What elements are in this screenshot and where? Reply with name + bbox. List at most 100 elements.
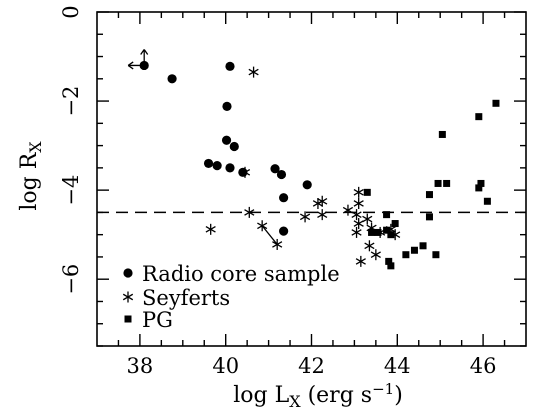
square-marker bbox=[419, 242, 427, 250]
square-marker bbox=[391, 220, 399, 228]
square-marker bbox=[425, 191, 433, 199]
y-tick-label: −4 bbox=[59, 175, 83, 206]
asterisk-stroke bbox=[353, 189, 364, 196]
axis-ticks: 38 40 42 44 46 0 −2 −4 −6 bbox=[59, 5, 526, 378]
circle-marker bbox=[203, 158, 214, 169]
connector-line bbox=[261, 225, 278, 245]
y-tick-label: 0 bbox=[59, 5, 83, 18]
x-tick-label: 44 bbox=[384, 354, 411, 378]
square-marker bbox=[443, 179, 451, 187]
asterisk-marker bbox=[353, 197, 364, 209]
square-marker bbox=[432, 251, 440, 259]
asterisk-stroke bbox=[239, 169, 251, 176]
legend-item: Seyferts bbox=[122, 286, 230, 310]
square-marker bbox=[383, 226, 391, 234]
asterisk-stroke bbox=[244, 209, 255, 216]
square-marker bbox=[363, 188, 371, 196]
square-marker bbox=[383, 211, 391, 219]
square-marker bbox=[475, 184, 483, 192]
asterisk-marker bbox=[317, 209, 328, 221]
square-marker bbox=[387, 262, 395, 270]
asterisk-stroke bbox=[317, 197, 328, 205]
legend-item: Radio core sample bbox=[123, 262, 340, 286]
y-tick-label: −2 bbox=[59, 86, 83, 117]
asterisk-stroke bbox=[342, 206, 354, 214]
asterisk-marker bbox=[353, 186, 364, 198]
asterisk-marker bbox=[353, 218, 364, 230]
asterisk-stroke bbox=[355, 258, 366, 265]
asterisk-marker bbox=[299, 211, 311, 223]
asterisk-marker bbox=[317, 195, 328, 207]
series-seyferts bbox=[205, 66, 401, 267]
circle-marker bbox=[279, 193, 289, 203]
x-tick-label: 42 bbox=[298, 354, 325, 378]
asterisk-stroke bbox=[257, 222, 268, 230]
series-pg bbox=[363, 99, 500, 270]
square-marker bbox=[124, 315, 132, 323]
y-tick-label: −6 bbox=[59, 264, 83, 295]
circle-marker bbox=[302, 180, 312, 190]
square-marker bbox=[492, 99, 500, 107]
link-layer bbox=[261, 225, 278, 245]
square-marker bbox=[438, 130, 446, 138]
y-axis-label: log RX bbox=[17, 141, 45, 211]
asterisk-marker bbox=[122, 291, 134, 303]
asterisk-marker bbox=[364, 240, 375, 252]
asterisk-marker bbox=[248, 66, 259, 78]
asterisk-stroke bbox=[248, 68, 259, 76]
circle-marker bbox=[225, 163, 235, 173]
asterisk-stroke bbox=[351, 211, 362, 218]
square-marker bbox=[477, 179, 485, 187]
circle-marker bbox=[167, 74, 177, 84]
square-marker bbox=[385, 257, 393, 265]
square-marker bbox=[475, 113, 483, 121]
square-marker bbox=[374, 228, 382, 236]
asterisk-stroke bbox=[205, 226, 216, 233]
asterisk-stroke bbox=[122, 293, 134, 301]
asterisk-stroke bbox=[317, 211, 328, 218]
asterisk-marker bbox=[362, 213, 373, 225]
limit-arrowhead-up bbox=[140, 49, 149, 55]
square-marker bbox=[402, 251, 410, 259]
legend-label: Radio core sample bbox=[142, 262, 340, 286]
x-tick-label: 38 bbox=[127, 354, 154, 378]
asterisk-stroke bbox=[353, 220, 364, 227]
asterisk-stroke bbox=[370, 251, 381, 259]
x-tick-label: 46 bbox=[470, 354, 497, 378]
asterisk-stroke bbox=[272, 241, 283, 248]
asterisk-marker bbox=[342, 204, 354, 216]
circle-marker bbox=[221, 135, 232, 145]
legend-label: PG bbox=[142, 308, 173, 332]
limit-arrowhead-left bbox=[127, 61, 134, 70]
square-marker bbox=[483, 197, 491, 205]
series-radio-core-sample bbox=[127, 49, 312, 236]
asterisk-marker bbox=[351, 226, 362, 238]
asterisk-stroke bbox=[351, 229, 362, 236]
circle-marker bbox=[270, 164, 280, 174]
square-marker bbox=[425, 213, 433, 221]
x-axis-label: log LX (erg s−1) bbox=[233, 380, 403, 411]
circle-marker bbox=[229, 141, 239, 152]
asterisk-stroke bbox=[353, 200, 364, 207]
circle-marker bbox=[212, 161, 222, 171]
legend-label: Seyferts bbox=[142, 286, 230, 310]
asterisk-marker bbox=[239, 166, 251, 178]
x-tick-label: 40 bbox=[212, 354, 239, 378]
circle-marker bbox=[225, 61, 235, 71]
circle-marker bbox=[222, 101, 232, 112]
asterisk-marker bbox=[272, 238, 283, 250]
square-marker bbox=[368, 228, 376, 236]
legend-item: PG bbox=[124, 308, 173, 332]
asterisk-stroke bbox=[299, 213, 311, 221]
asterisk-marker bbox=[205, 223, 216, 235]
asterisk-stroke bbox=[364, 242, 375, 250]
asterisk-marker bbox=[355, 255, 366, 267]
asterisk-marker bbox=[244, 206, 255, 218]
data-points bbox=[127, 49, 500, 270]
asterisk-marker bbox=[351, 209, 362, 221]
asterisk-stroke bbox=[362, 215, 373, 223]
square-marker bbox=[387, 231, 395, 239]
asterisk-marker bbox=[370, 249, 381, 261]
